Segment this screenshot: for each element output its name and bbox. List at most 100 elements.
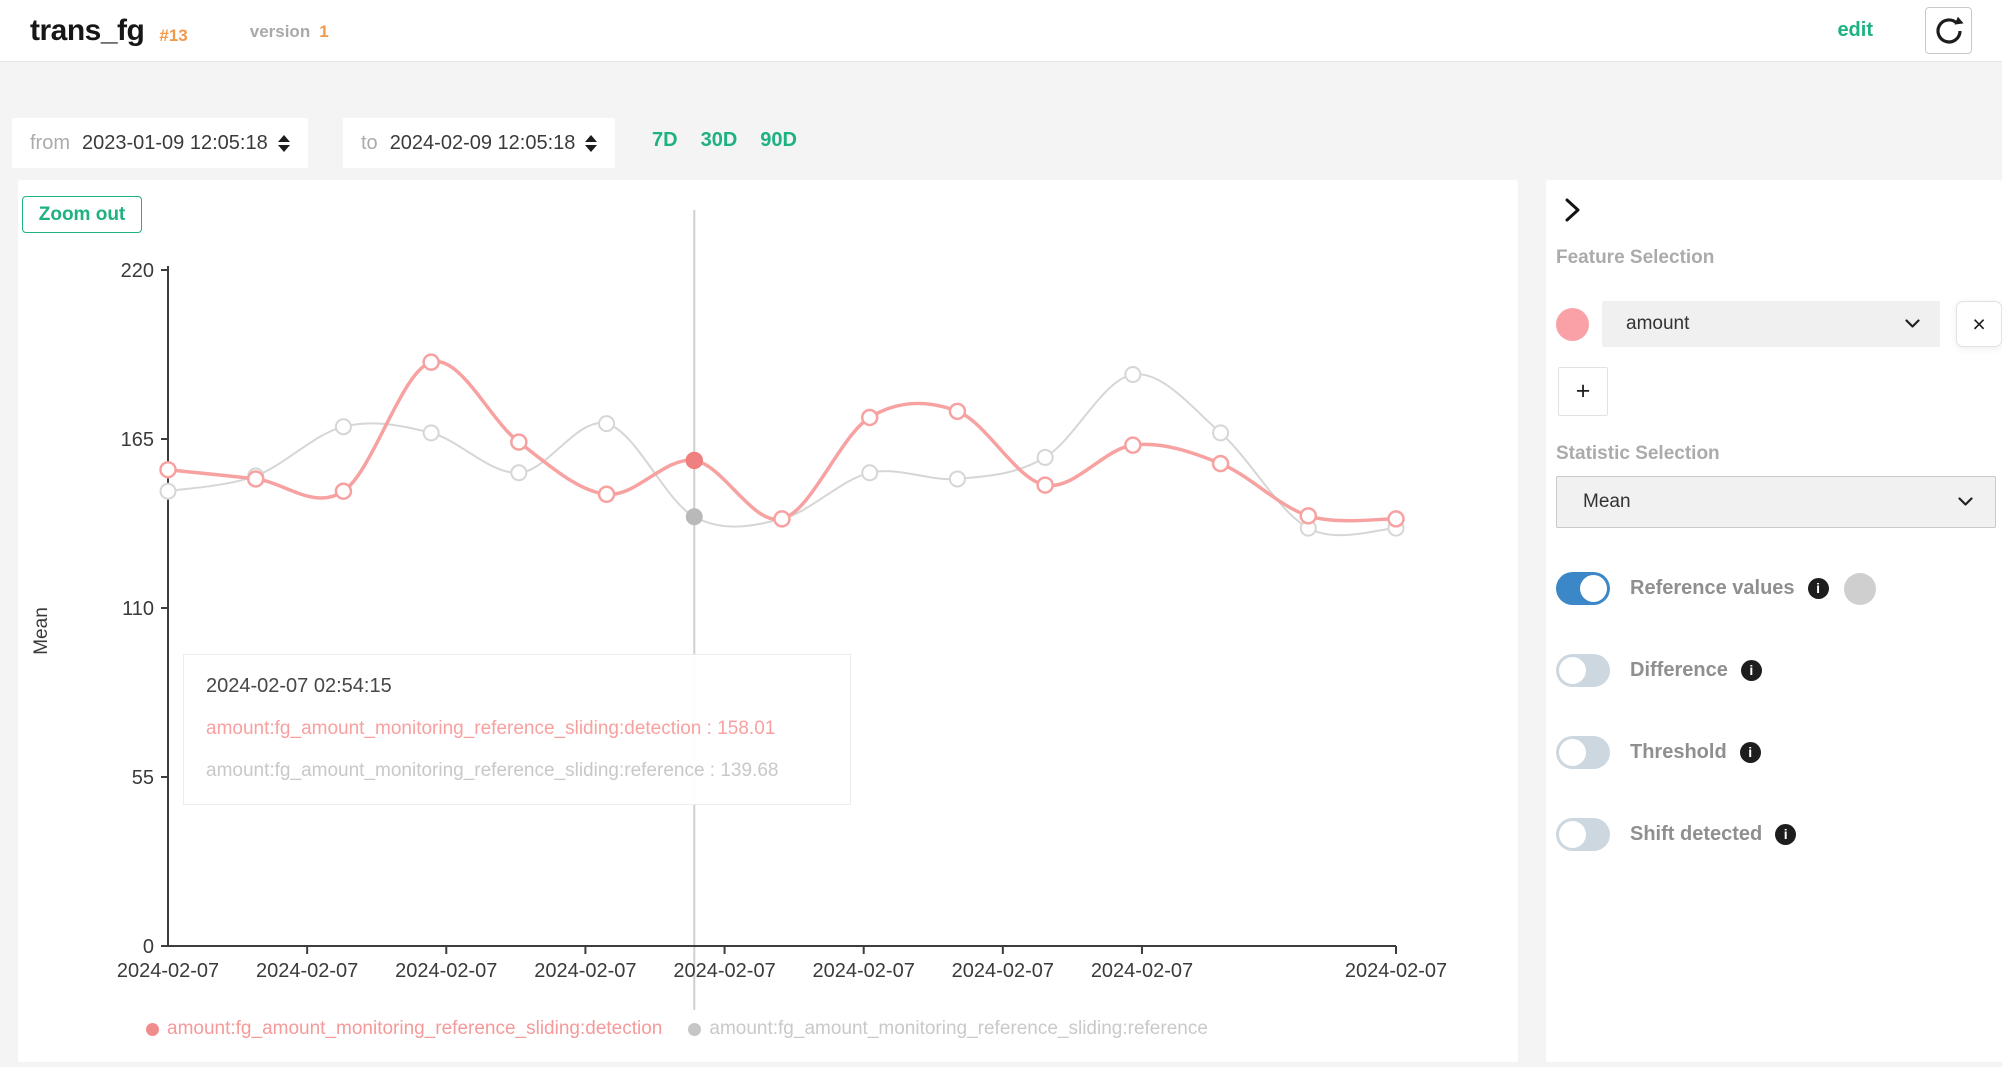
legend-item[interactable]: amount:fg_amount_monitoring_reference_sl…	[688, 1018, 1208, 1040]
feature-select-value: amount	[1626, 313, 1690, 334]
data-point[interactable]	[1212, 424, 1230, 442]
chart-legend: amount:fg_amount_monitoring_reference_sl…	[146, 1018, 1208, 1040]
statistic-select-value: Mean	[1583, 491, 1631, 512]
stepper-up-icon[interactable]	[278, 134, 290, 142]
y-axis-title: Mean	[31, 607, 52, 655]
data-point[interactable]	[159, 482, 177, 500]
stepper-down-icon[interactable]	[278, 144, 290, 152]
data-point[interactable]	[1387, 510, 1405, 528]
date-from-stepper-icon[interactable]	[278, 134, 290, 152]
y-tick-label: 165	[121, 429, 154, 451]
threshold-label: Threshold	[1630, 741, 1727, 763]
date-from-label: from	[30, 131, 70, 154]
threshold-toggle[interactable]	[1556, 736, 1610, 769]
data-point[interactable]	[1124, 365, 1142, 383]
date-to-value[interactable]: 2024-02-09 12:05:18	[389, 131, 576, 154]
y-tick-label: 0	[143, 936, 154, 958]
data-point[interactable]	[1211, 454, 1230, 473]
date-to-stepper-icon[interactable]	[585, 134, 597, 152]
y-tick-label: 110	[122, 598, 154, 620]
feature-selection-heading: Feature Selection	[1556, 247, 1715, 268]
data-point[interactable]	[1036, 476, 1054, 494]
reference-color-swatch[interactable]	[1843, 572, 1876, 605]
legend-label: amount:fg_amount_monitoring_reference_sl…	[167, 1018, 663, 1039]
line-chart[interactable]: 0 55 110 165 220 2024-02-07 2024-02-07 2024-02-…	[18, 180, 1518, 1062]
info-icon[interactable]: i	[1740, 660, 1762, 681]
chevron-down-icon	[1958, 497, 1973, 507]
data-point[interactable]	[510, 464, 528, 482]
tooltip-series-row: amount:fg_amount_monitoring_reference_sl…	[206, 718, 776, 739]
chart-tooltip: 2024-02-07 02:54:15 amount:fg_amount_mon…	[183, 654, 851, 805]
data-point[interactable]	[246, 470, 265, 488]
x-tick-label: 2024-02-07	[813, 960, 915, 982]
tooltip-series-row: amount:fg_amount_monitoring_reference_sl…	[206, 760, 779, 781]
add-feature-button[interactable]: +	[1558, 367, 1608, 416]
version-value: 1	[319, 21, 329, 41]
shift-detected-toggle-row: Shift detected i	[1556, 818, 2002, 851]
data-point[interactable]	[861, 464, 879, 482]
chevron-right-icon	[1558, 196, 1588, 224]
feature-group-id-badge: #13	[159, 25, 188, 45]
active-data-point[interactable]	[685, 451, 704, 470]
data-point[interactable]	[1124, 436, 1142, 454]
data-point[interactable]	[597, 485, 616, 504]
x-tick-label: 2024-02-07	[256, 960, 358, 982]
page-header: trans_fg #13 version 1 edit	[0, 0, 2002, 62]
zoom-out-button[interactable]: Zoom out	[22, 196, 142, 233]
page-title: trans_fg	[30, 13, 145, 47]
tooltip-timestamp: 2024-02-07 02:54:15	[206, 675, 392, 697]
x-tick-label: 2024-02-07	[395, 960, 497, 982]
info-icon[interactable]: i	[1807, 578, 1829, 599]
settings-sidebar: Feature Selection amount × + Statistic S…	[1546, 180, 2002, 1062]
difference-toggle-row: Difference i	[1556, 654, 2002, 687]
x-tick-label: 2024-02-07	[117, 960, 219, 982]
data-point[interactable]	[773, 510, 791, 528]
edit-link[interactable]: edit	[1837, 19, 1873, 41]
feature-select[interactable]: amount	[1602, 301, 1941, 347]
range-7d-button[interactable]: 7D	[652, 128, 678, 151]
x-tick-label: 2024-02-07	[952, 960, 1054, 982]
data-point[interactable]	[1036, 448, 1054, 466]
feature-color-swatch	[1556, 307, 1589, 341]
active-data-point[interactable]	[685, 508, 703, 526]
legend-dot-icon	[146, 1022, 159, 1036]
data-point[interactable]	[948, 470, 966, 488]
range-90d-button[interactable]: 90D	[760, 128, 797, 151]
collapse-sidebar-button[interactable]	[1558, 196, 1588, 224]
stepper-up-icon[interactable]	[585, 134, 597, 142]
data-point[interactable]	[510, 433, 528, 451]
feature-row: amount ×	[1556, 301, 2002, 347]
data-point[interactable]	[1299, 507, 1318, 525]
data-point[interactable]	[948, 402, 967, 421]
data-point[interactable]	[159, 460, 177, 479]
series-line-detection	[167, 359, 1397, 523]
reference-values-toggle[interactable]	[1556, 572, 1610, 605]
y-tick-label: 55	[132, 767, 154, 789]
info-icon[interactable]: i	[1775, 824, 1797, 845]
date-from-value[interactable]: 2023-01-09 12:05:18	[82, 131, 268, 154]
reference-values-label: Reference values	[1630, 577, 1795, 599]
threshold-toggle-row: Threshold i	[1556, 736, 2002, 769]
legend-item[interactable]: amount:fg_amount_monitoring_reference_sl…	[146, 1018, 662, 1040]
date-to-picker[interactable]: to 2024-02-09 12:05:18	[343, 118, 615, 168]
shift-detected-toggle[interactable]	[1556, 818, 1610, 851]
chevron-down-icon	[1905, 319, 1920, 329]
statistic-select[interactable]: Mean	[1556, 476, 1996, 528]
range-30d-button[interactable]: 30D	[700, 128, 738, 151]
data-point[interactable]	[422, 353, 440, 371]
x-tick-label: 2024-02-07	[534, 960, 636, 982]
data-point[interactable]	[860, 408, 879, 427]
stepper-down-icon[interactable]	[585, 144, 597, 152]
data-point[interactable]	[422, 424, 440, 442]
x-tick-label: 2024-02-07	[673, 960, 775, 982]
data-point[interactable]	[334, 418, 352, 436]
data-point[interactable]	[334, 482, 353, 500]
difference-toggle[interactable]	[1556, 654, 1610, 687]
refresh-button[interactable]	[1925, 7, 1972, 54]
date-from-picker[interactable]: from 2023-01-09 12:05:18	[12, 118, 308, 168]
data-point[interactable]	[598, 415, 616, 433]
date-to-label: to	[361, 131, 378, 154]
shift-detected-label: Shift detected	[1630, 823, 1763, 845]
remove-feature-button[interactable]: ×	[1956, 301, 2002, 347]
info-icon[interactable]: i	[1739, 742, 1761, 763]
